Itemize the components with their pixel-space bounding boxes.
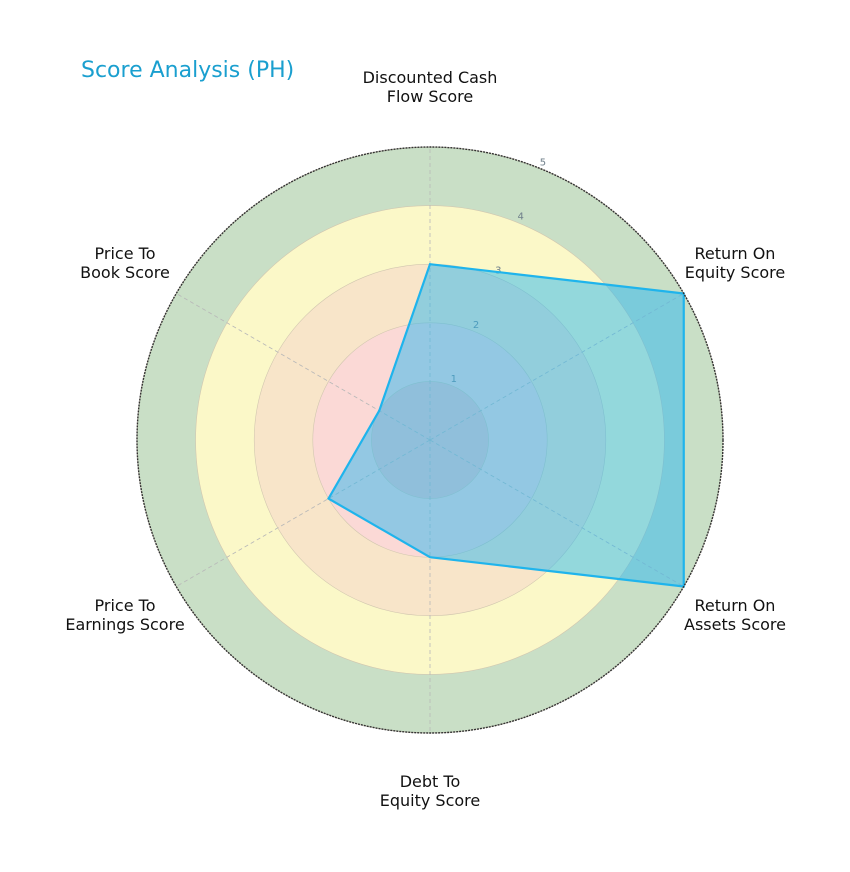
tick-label: 4 [517, 212, 523, 223]
chart-title: Score Analysis (PH) [81, 58, 295, 83]
axis-label: Return On Equity Score [685, 244, 786, 282]
axis-label: Discounted Cash Flow Score [363, 68, 498, 106]
axis-label: Price To Book Score [80, 244, 170, 282]
axis-label: Price To Earnings Score [65, 596, 184, 634]
axis-label: Debt To Equity Score [380, 772, 481, 810]
tick-label: 5 [540, 157, 546, 168]
axis-labels: Discounted Cash Flow Score Return On Equity… [65, 68, 786, 810]
axis-label: Return On Assets Score [684, 596, 786, 634]
outer-ring [136, 146, 724, 734]
